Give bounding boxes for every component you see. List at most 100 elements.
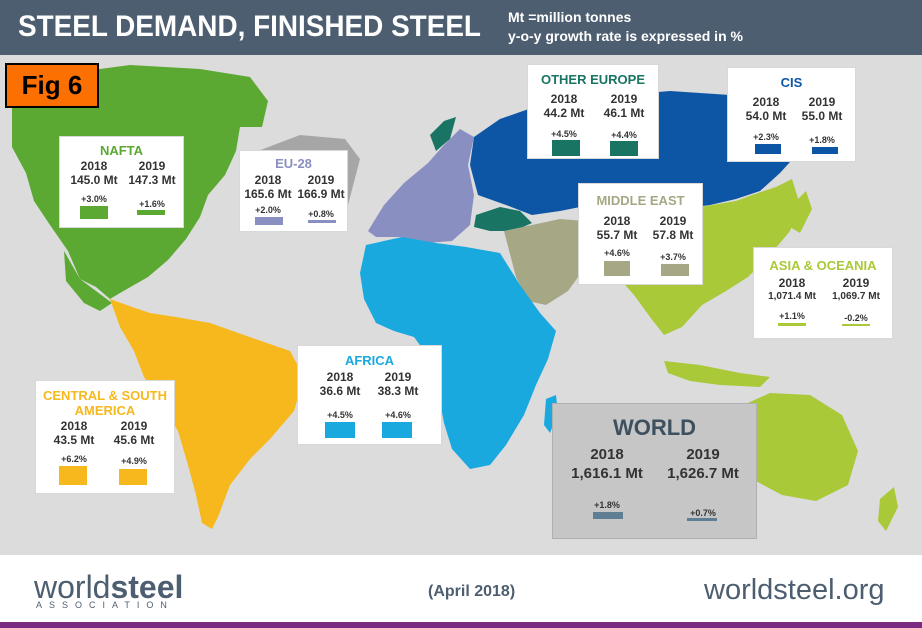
- growth-bar: [308, 220, 336, 223]
- year-label: 2019: [307, 173, 335, 187]
- indonesia-shape: [664, 361, 770, 387]
- demand-value: 1,069.7 Mt: [832, 291, 880, 302]
- year-label: 2018: [752, 95, 780, 109]
- year-label: 2019: [808, 95, 836, 109]
- demand-value: 166.9 Mt: [297, 187, 345, 201]
- growth-label: +1.8%: [594, 500, 620, 510]
- region-card-middle-east: MIDDLE EAST 2018 2019 55.7 Mt 57.8 Mt +4…: [578, 183, 703, 285]
- growth-bar: [778, 323, 806, 326]
- region-name: CIS: [780, 75, 803, 90]
- region-name: WORLD: [612, 415, 697, 440]
- growth-label: +6.2%: [61, 454, 87, 464]
- growth-bar: [604, 261, 630, 276]
- demand-value: 55.0 Mt: [801, 109, 843, 123]
- demand-value: 1,071.4 Mt: [768, 291, 816, 302]
- year-label: 2019: [384, 370, 412, 384]
- growth-label: -0.2%: [844, 313, 868, 323]
- growth-bar: [842, 324, 870, 326]
- year-label: 2018: [80, 159, 108, 173]
- demand-value: 1,616.1 Mt: [571, 465, 643, 482]
- demand-value: 46.1 Mt: [603, 106, 645, 120]
- header-bar: [0, 0, 922, 55]
- growth-bar: [593, 512, 623, 519]
- australia-shape: [730, 393, 858, 501]
- footer: [0, 555, 922, 628]
- growth-label: +4.6%: [385, 410, 411, 420]
- logo-text-light: world: [34, 569, 111, 605]
- growth-label: +3.0%: [81, 194, 107, 204]
- region-name: EU-28: [275, 156, 312, 171]
- middle-east-shape: [504, 219, 590, 305]
- footer-accent-bar: [0, 622, 922, 628]
- units-note: Mt =million tonnes: [508, 9, 632, 25]
- japan-shape: [790, 191, 812, 233]
- growth-bar: [382, 422, 412, 438]
- growth-label: +4.5%: [551, 129, 577, 139]
- africa-shape: [360, 237, 556, 469]
- year-label: 2019: [659, 214, 687, 228]
- year-label: 2018: [326, 370, 354, 384]
- year-label: 2018: [778, 276, 806, 290]
- nafta-shape-2: [64, 251, 112, 311]
- growth-bar: [59, 466, 87, 485]
- region-name: OTHER EUROPE: [540, 72, 645, 87]
- region-card-africa: AFRICA 2018 2019 36.6 Mt 38.3 Mt +4.5% +…: [297, 345, 442, 445]
- growth-note: y-o-y growth rate is expressed in %: [508, 28, 743, 44]
- region-name: NAFTA: [99, 143, 144, 158]
- growth-bar: [552, 140, 580, 156]
- website-link[interactable]: worldsteel.org: [704, 574, 885, 606]
- region-name: AMERICA: [74, 403, 136, 418]
- figure-label: Fig 6: [5, 63, 99, 108]
- growth-label: +4.6%: [604, 248, 630, 258]
- region-name: ASIA & OCEANIA: [769, 258, 877, 273]
- year-label: 2019: [120, 419, 148, 433]
- demand-value: 38.3 Mt: [377, 384, 419, 398]
- region-card-eu28: EU-28 2018 2019 165.6 Mt 166.9 Mt +2.0% …: [239, 150, 348, 232]
- region-card-cis: CIS 2018 2019 54.0 Mt 55.0 Mt +2.3% +1.8…: [727, 67, 856, 162]
- demand-value: 45.6 Mt: [113, 433, 155, 447]
- growth-bar: [80, 206, 108, 219]
- year-label: 2018: [254, 173, 282, 187]
- demand-value: 57.8 Mt: [652, 228, 694, 242]
- year-label: 2018: [550, 92, 578, 106]
- year-label: 2019: [686, 446, 720, 463]
- worldsteel-logo: worldsteel: [34, 569, 183, 606]
- demand-value: 165.6 Mt: [244, 187, 292, 201]
- growth-label: +0.8%: [308, 209, 334, 219]
- demand-value: 55.7 Mt: [596, 228, 638, 242]
- year-label: 2019: [138, 159, 166, 173]
- region-card-nafta: NAFTA 2018 2019 145.0 Mt 147.3 Mt +3.0% …: [59, 136, 184, 228]
- region-card-other-europe: OTHER EUROPE 2018 2019 44.2 Mt 46.1 Mt +…: [527, 64, 659, 159]
- demand-value: 147.3 Mt: [128, 173, 176, 187]
- growth-bar: [137, 210, 165, 215]
- growth-label: +3.7%: [660, 252, 686, 262]
- region-name: AFRICA: [344, 353, 395, 368]
- demand-value: 1,626.7 Mt: [667, 465, 739, 482]
- page-title: STEEL DEMAND, FINISHED STEEL: [18, 10, 481, 43]
- demand-value: 43.5 Mt: [53, 433, 95, 447]
- region-name: MIDDLE EAST: [596, 193, 685, 208]
- growth-label: +2.3%: [753, 132, 779, 142]
- region-card-central-south-america: CENTRAL & SOUTH AMERICA 2018 2019 43.5 M…: [35, 380, 175, 494]
- region-name: CENTRAL & SOUTH: [43, 388, 167, 403]
- growth-label: +1.8%: [809, 135, 835, 145]
- publication-date: (April 2018): [428, 583, 516, 600]
- year-label: 2019: [842, 276, 870, 290]
- central-south-america-shape: [110, 299, 304, 529]
- logo-text-bold: steel: [110, 569, 184, 605]
- growth-label: +1.6%: [139, 199, 165, 209]
- new-zealand-shape: [878, 487, 898, 531]
- growth-bar: [755, 144, 781, 154]
- region-card-asia-oceania: ASIA & OCEANIA 2018 2019 1,071.4 Mt 1,06…: [753, 247, 893, 339]
- growth-label: +1.1%: [779, 311, 805, 321]
- logo-subtitle: ASSOCIATION: [36, 600, 174, 610]
- growth-label: +0.7%: [690, 508, 716, 518]
- growth-label: +2.0%: [255, 205, 281, 215]
- growth-bar: [687, 518, 717, 521]
- growth-bar: [610, 141, 638, 156]
- year-label: 2018: [60, 419, 88, 433]
- growth-bar: [661, 264, 689, 276]
- year-label: 2019: [610, 92, 638, 106]
- growth-bar: [325, 422, 355, 438]
